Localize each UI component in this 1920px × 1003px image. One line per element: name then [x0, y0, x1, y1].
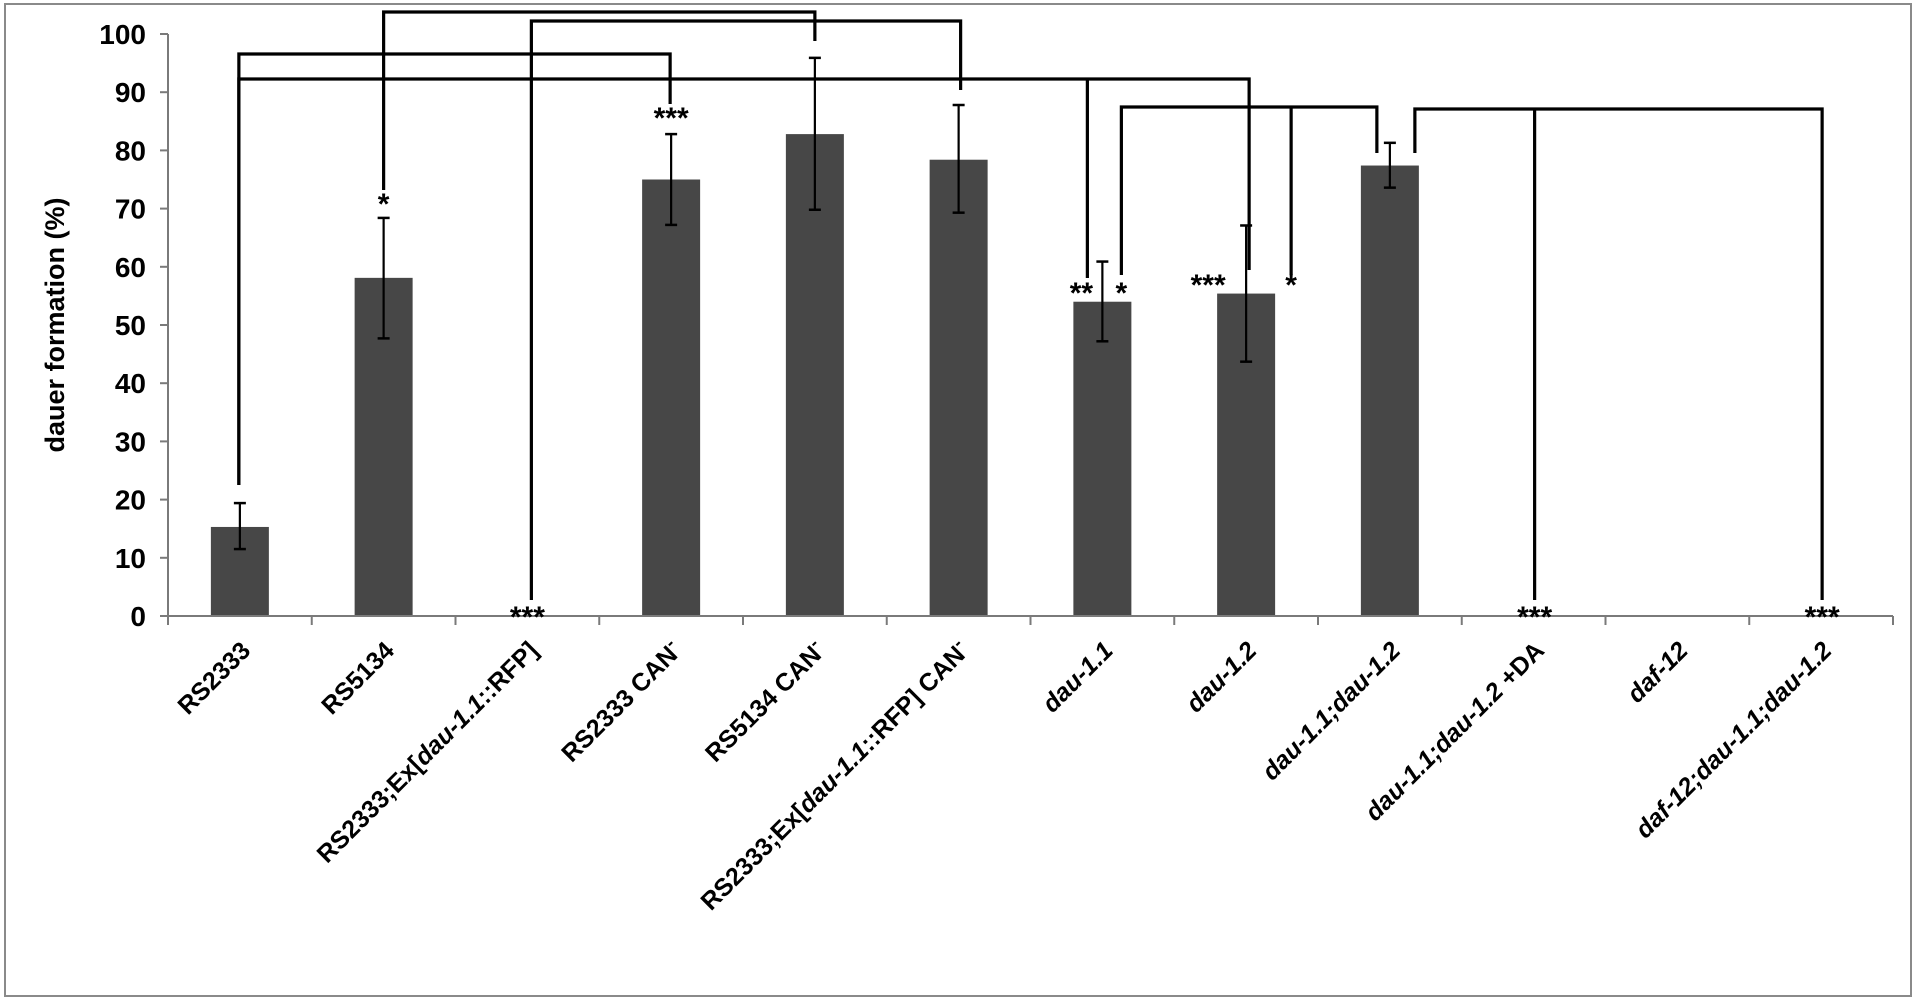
x-category-label-part: dau-1.2 — [1181, 636, 1263, 718]
x-category-label-part: RS5134 — [316, 636, 400, 720]
x-category-label-part: RS2333;Ex[ — [695, 798, 813, 916]
significance-mark: *** — [1517, 601, 1552, 634]
x-category-label-part: dau-1.1 — [409, 689, 491, 771]
x-category-label: dau-1.1;dau-1.2 — [1257, 636, 1407, 786]
x-category-label-part: dau-1.1 — [793, 737, 875, 819]
x-category-label: RS5134 CAN- — [697, 634, 831, 768]
significance-mark: *** — [1191, 269, 1226, 302]
x-category-label: daf-12 — [1622, 636, 1694, 708]
bar — [785, 134, 844, 616]
x-category-label: RS2333;Ex[dau-1.1::RFP] CAN- — [693, 634, 975, 916]
y-tick-label: 70 — [115, 194, 146, 225]
x-category-label-part: dau-1.1;dau-1.2 — [1257, 636, 1407, 786]
x-category-label: dau-1.1 — [1037, 636, 1119, 718]
significance-mark: *** — [1805, 601, 1840, 634]
x-category-label: RS2333 — [172, 636, 256, 720]
x-category-label-part: dau-1.1;dau-1.2 — [1360, 677, 1510, 827]
x-category-label-part: RS2333;Ex[ — [312, 751, 430, 869]
significance-mark: *** — [510, 601, 545, 634]
bar — [929, 159, 988, 616]
bracket-rs2333-vs-rs2333-can — [237, 52, 672, 485]
y-tick-label: 90 — [115, 77, 146, 108]
y-axis: 0 10 20 30 40 50 60 70 80 90 100 — [99, 19, 169, 632]
bracket-rs5134-vs-rs5134-can — [382, 10, 817, 190]
bar — [1360, 165, 1419, 617]
significance-mark: ** — [1070, 277, 1094, 310]
x-category-label: RS2333 CAN- — [553, 634, 687, 768]
significance-mark: *** — [654, 102, 689, 135]
bar — [1073, 301, 1132, 616]
bracket-double-vs-daf12-triple — [1413, 107, 1824, 600]
x-category-label-part: RS2333 CAN — [556, 641, 683, 768]
significance-mark: * — [1285, 269, 1297, 302]
y-tick-label: 50 — [115, 310, 146, 341]
bracket-ex-vs-ex-can — [529, 19, 963, 600]
x-category-label-part: RS5134 CAN — [700, 641, 827, 768]
y-tick-label: 0 — [130, 601, 146, 632]
y-tick-label: 40 — [115, 368, 146, 399]
significance-brackets — [237, 10, 1824, 600]
bars — [210, 134, 1419, 617]
y-tick-label: 10 — [115, 543, 146, 574]
significance-mark: * — [1116, 277, 1128, 310]
x-category-label-part: RS2333 — [172, 636, 256, 720]
x-category-label-part: ::RFP] — [471, 636, 544, 709]
x-category-label: RS5134 — [316, 636, 400, 720]
y-axis-title: dauer formation (%) — [40, 197, 70, 452]
bracket-double-vs-single — [1119, 105, 1379, 275]
significance-annotations: ********* * *** **** *** — [378, 102, 1840, 634]
bar — [642, 179, 701, 616]
y-tick-label: 20 — [115, 485, 146, 516]
bracket-rs2333-vs-dau-mutants — [237, 77, 1251, 485]
x-category-label-part: dau-1.1 — [1037, 636, 1119, 718]
y-tick-label: 30 — [115, 426, 146, 457]
y-tick-label: 60 — [115, 252, 146, 283]
y-tick-label: 100 — [99, 19, 146, 50]
x-category-label-part: daf-12 — [1622, 636, 1694, 708]
y-tick-label: 80 — [115, 135, 146, 166]
x-category-label-part: ::RFP] CAN — [855, 641, 971, 757]
significance-mark: * — [378, 188, 390, 221]
x-category-label: dau-1.2 — [1181, 636, 1263, 718]
